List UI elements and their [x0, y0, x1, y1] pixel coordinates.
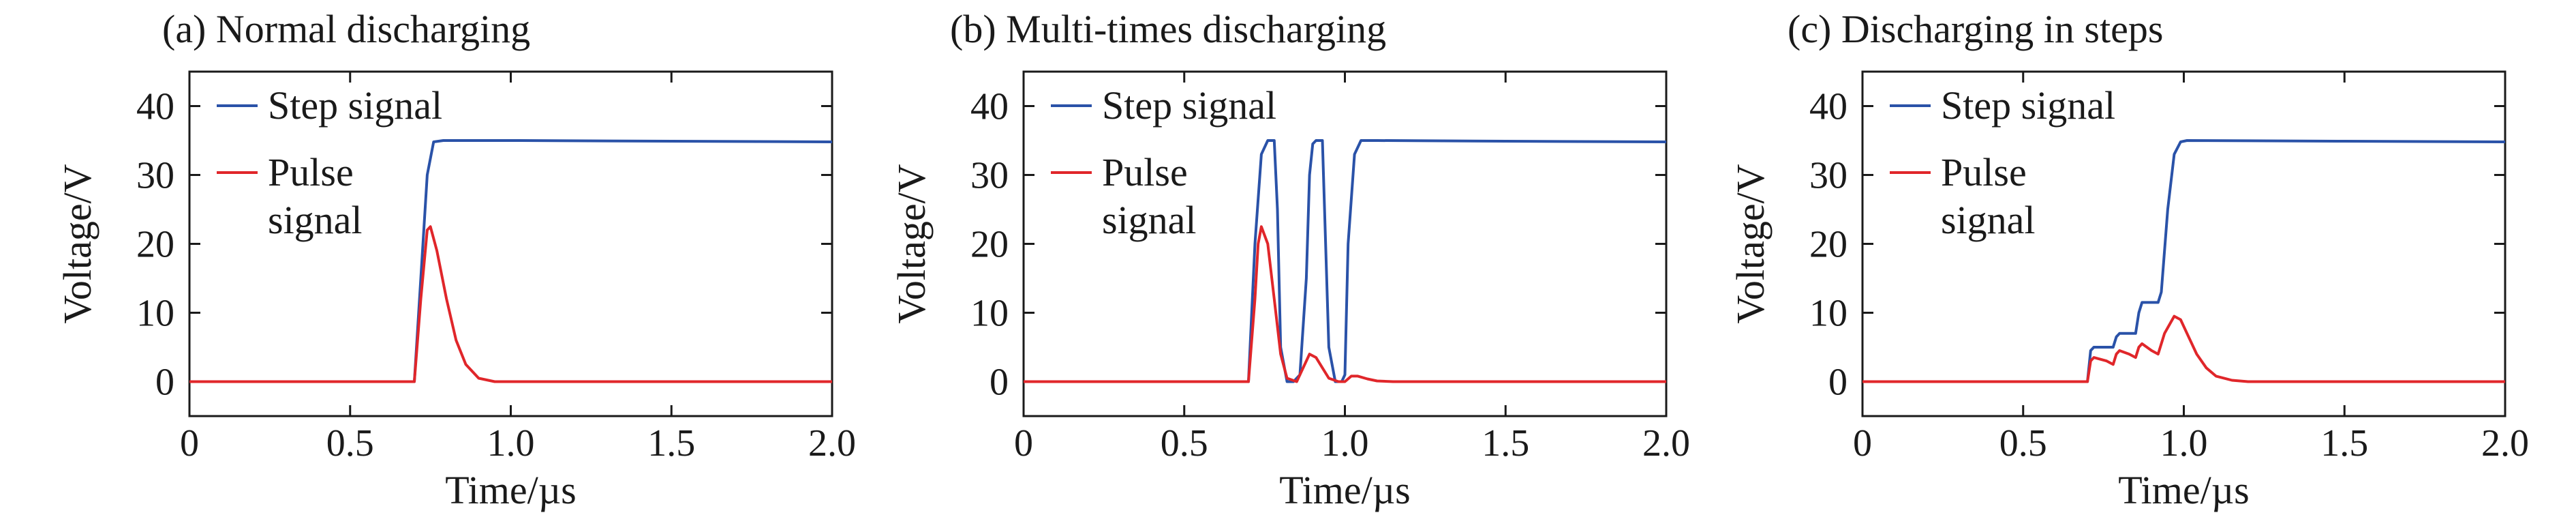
- series-line-step-signal: [1862, 139, 2506, 383]
- series-line-pulse-signal: [1024, 225, 1666, 383]
- x-tick-label: 0: [180, 422, 199, 465]
- x-tick-label: 0.5: [1999, 422, 2047, 465]
- x-tick-label: 2.0: [1642, 422, 1690, 465]
- y-tick-label: 40: [136, 86, 174, 128]
- x-tick-label: 1.5: [647, 422, 695, 465]
- x-axis-label: Time/µs: [2118, 468, 2249, 512]
- x-tick-label: 0: [1853, 422, 1872, 465]
- legend-label: Step signal: [1941, 83, 2115, 128]
- legend-label: Step signal: [268, 83, 442, 128]
- y-tick-label: 0: [1828, 362, 1847, 404]
- x-tick-label: 1.5: [1482, 422, 1529, 465]
- legend-label: Pulse: [1102, 150, 1188, 194]
- chart-panel-1: (a) Normal discharging 0 0.5 1.0 1.5 2.0 0 10 20…: [55, 7, 856, 512]
- x-tick-label: 1.0: [487, 422, 535, 465]
- y-tick-label: 20: [970, 224, 1009, 266]
- legend-label: Pulse: [1941, 150, 2027, 194]
- y-tick-label: 10: [136, 293, 174, 335]
- chart-panel-3: (c) Discharging in steps 0 0.5 1.0 1.5 2.0 0 10…: [1728, 7, 2529, 512]
- legend-label: Step signal: [1102, 83, 1276, 128]
- series-line-pulse-signal: [1862, 314, 2505, 383]
- legend-label: signal: [1941, 198, 2036, 242]
- x-tick-label: 2.0: [808, 422, 856, 465]
- y-tick-label: 0: [155, 362, 174, 404]
- chart-title: (b) Multi-times discharging: [950, 7, 1386, 51]
- x-tick-label: 1.0: [1321, 422, 1369, 465]
- x-tick-label: 0.5: [1161, 422, 1208, 465]
- y-axis-label: Voltage/V: [55, 164, 99, 323]
- x-tick-label: 1.5: [2320, 422, 2368, 465]
- x-tick-label: 2.0: [2481, 422, 2529, 465]
- y-tick-label: 30: [1809, 155, 1847, 197]
- legend-label: signal: [1102, 198, 1197, 242]
- y-tick-label: 10: [970, 293, 1009, 335]
- x-tick-label: 0.5: [326, 422, 374, 465]
- legend-label: signal: [268, 198, 363, 242]
- y-tick-label: 10: [1809, 293, 1847, 335]
- x-tick-label: 1.0: [2160, 422, 2208, 465]
- y-axis-label: Voltage/V: [1728, 164, 1773, 323]
- legend-label: Pulse: [268, 150, 354, 194]
- y-tick-label: 30: [970, 155, 1009, 197]
- y-tick-label: 20: [136, 224, 174, 266]
- y-tick-label: 0: [990, 362, 1009, 404]
- y-tick-label: 20: [1809, 224, 1847, 266]
- y-tick-label: 30: [136, 155, 174, 197]
- y-tick-label: 40: [1809, 86, 1847, 128]
- chart-panel-2: (b) Multi-times discharging 0 0.5 1.0 1.5 2.0…: [889, 7, 1690, 512]
- x-axis-label: Time/µs: [445, 468, 576, 512]
- x-axis-label: Time/µs: [1279, 468, 1410, 512]
- series-line-pulse-signal: [189, 225, 832, 383]
- chart-title: (a) Normal discharging: [162, 7, 530, 51]
- chart-title: (c) Discharging in steps: [1788, 7, 2163, 51]
- x-tick-label: 0: [1014, 422, 1033, 465]
- y-tick-label: 40: [970, 86, 1009, 128]
- series-line-step-signal: [1024, 139, 1667, 383]
- y-axis-label: Voltage/V: [889, 164, 934, 323]
